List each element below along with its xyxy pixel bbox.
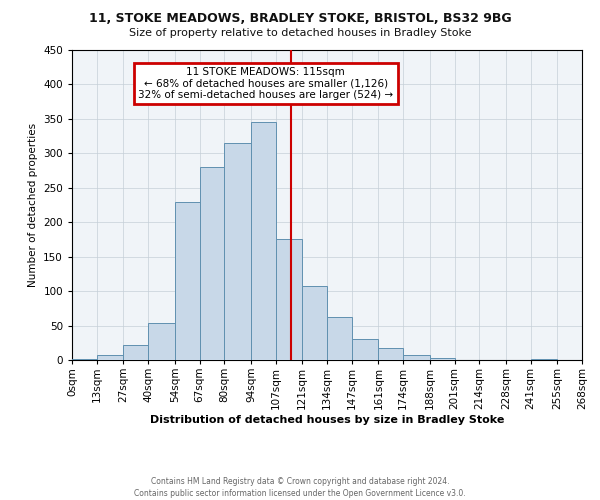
Bar — [251, 122, 275, 360]
Bar — [199, 167, 224, 360]
Text: Size of property relative to detached houses in Bradley Stoke: Size of property relative to detached ho… — [129, 28, 471, 38]
Bar — [352, 340, 379, 360]
Bar — [430, 358, 455, 360]
X-axis label: Distribution of detached houses by size in Bradley Stoke: Distribution of detached houses by size … — [150, 414, 504, 424]
Bar — [224, 143, 251, 360]
Bar — [379, 348, 403, 360]
Bar — [275, 240, 302, 360]
Bar — [175, 202, 199, 360]
Bar — [72, 358, 97, 360]
Text: 11 STOKE MEADOWS: 115sqm
← 68% of detached houses are smaller (1,126)
32% of sem: 11 STOKE MEADOWS: 115sqm ← 68% of detach… — [138, 67, 394, 100]
Bar — [124, 345, 148, 360]
Bar — [148, 324, 175, 360]
Bar — [327, 318, 352, 360]
Y-axis label: Number of detached properties: Number of detached properties — [28, 123, 38, 287]
Text: Contains HM Land Registry data © Crown copyright and database right 2024.
Contai: Contains HM Land Registry data © Crown c… — [134, 476, 466, 498]
Bar — [403, 355, 430, 360]
Bar — [97, 355, 124, 360]
Bar — [302, 286, 327, 360]
Text: 11, STOKE MEADOWS, BRADLEY STOKE, BRISTOL, BS32 9BG: 11, STOKE MEADOWS, BRADLEY STOKE, BRISTO… — [89, 12, 511, 26]
